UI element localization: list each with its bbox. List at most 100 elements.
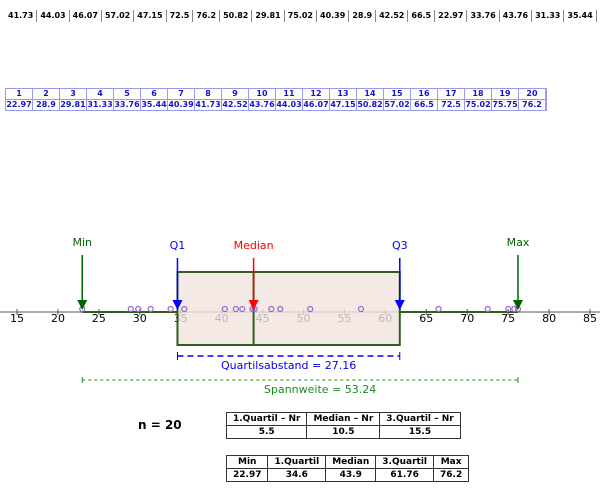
data-row: 22.97 34.6 43.9 61.76 76.2: [225, 468, 470, 482]
x-tick-label: 15: [10, 312, 24, 325]
sorted-cell: 11: [276, 89, 303, 99]
data-cell: 34.6: [267, 468, 327, 482]
header-row: Min 1.Quartil Median 3.Quartil Max: [225, 455, 470, 469]
data-point: [135, 305, 142, 313]
x-tick-label: 65: [419, 312, 433, 325]
iqr-label: Quartilsabstand = 27.16: [221, 359, 356, 372]
sorted-cell: 5: [114, 89, 141, 99]
sorted-cell: 76.2: [519, 99, 546, 110]
sorted-cell: 31.33: [87, 99, 114, 110]
raw-value: 42.52: [376, 10, 409, 22]
raw-value: 47.15: [134, 10, 167, 22]
data-cell: 22.97: [225, 468, 269, 482]
raw-value: 40.39: [317, 10, 350, 22]
sorted-cell: 44.03: [276, 99, 303, 110]
x-tick-label: 70: [460, 312, 474, 325]
data-cell: 76.2: [433, 468, 470, 482]
sorted-cell: 40.39: [168, 99, 195, 110]
arrow-head: [512, 300, 523, 310]
sorted-cell: 41.73: [195, 99, 222, 110]
sorted-row: 1 2 3 4 5 6 7 8 9 10 11 12 13 14 15 16 17 18 19 20: [6, 89, 546, 99]
raw-value: 35.44: [564, 10, 597, 22]
raw-value: 31.33: [532, 10, 565, 22]
data-cell: 15.5: [379, 425, 461, 439]
raw-value: 66.5: [408, 10, 436, 22]
sorted-cell: 72.5: [438, 99, 465, 110]
data-point: [505, 305, 512, 313]
x-tick-label: 30: [133, 312, 147, 325]
sorted-cell: 13: [330, 89, 357, 99]
summary-table: Min 1.Quartil Median 3.Quartil Max 22.97 34.6 4…: [225, 455, 470, 482]
arrow-label: Q1: [170, 239, 186, 252]
header-cell: 1.Quartil – Nr: [225, 412, 308, 426]
data-point: [268, 305, 275, 313]
raw-value: 76.2: [193, 10, 221, 22]
sorted-cell: 6: [141, 89, 168, 99]
data-point: [277, 305, 284, 313]
raw-value: 41.73: [5, 10, 38, 22]
raw-value: 44.03: [37, 10, 70, 22]
data-cell: 61.76: [375, 468, 435, 482]
sorted-cell: 33.76: [114, 99, 141, 110]
data-point: [511, 305, 518, 313]
header-cell: 3.Quartil – Nr: [379, 412, 461, 426]
arrow-head: [77, 300, 88, 310]
raw-value: 75.02: [285, 10, 317, 22]
data-point: [307, 305, 314, 313]
raw-value: 46.07: [70, 10, 102, 22]
header-cell: Median: [325, 455, 377, 469]
arrow-label: Min: [72, 236, 92, 249]
sorted-cell: 4: [87, 89, 114, 99]
box: [176, 271, 401, 346]
x-tick-label: 85: [583, 312, 597, 325]
x-tick-label: 25: [92, 312, 106, 325]
data-point: [181, 305, 188, 313]
sorted-cell: 7: [168, 89, 195, 99]
sorted-cell: 14: [357, 89, 384, 99]
data-row: 5.5 10.5 15.5: [225, 425, 461, 439]
arrow-label: Max: [507, 236, 530, 249]
data-point: [127, 305, 134, 313]
raw-value: 29.81: [252, 10, 285, 22]
sorted-cell: 3: [60, 89, 87, 99]
header-row: 1.Quartil – Nr Median – Nr 3.Quartil – Nr: [225, 412, 461, 426]
arrow-label: Q3: [392, 239, 408, 252]
sorted-cell: 42.52: [222, 99, 249, 110]
sorted-cell: 28.9: [33, 99, 60, 110]
sorted-table: 1 2 3 4 5 6 7 8 9 10 11 12 13 14 15 16 17 18 19 20 22.97 28.9…: [5, 88, 547, 111]
data-point: [239, 305, 246, 313]
arrow-head: [248, 300, 259, 310]
sorted-cell: 29.81: [60, 99, 87, 110]
raw-value: 50.82: [220, 10, 253, 22]
raw-data-row: 41.73 44.03 46.07 57.02 47.15 72.5 76.2 50.82 29…: [5, 10, 600, 22]
sorted-cell: 1: [6, 89, 33, 99]
data-point: [232, 305, 239, 313]
sorted-cell: 50.82: [357, 99, 384, 110]
sorted-cell: 43.76: [249, 99, 276, 110]
header-cell: 3.Quartil: [375, 455, 435, 469]
raw-value: 72.5: [167, 10, 194, 22]
arrow-label: Median: [234, 239, 274, 252]
sorted-row: 22.97 28.9 29.81 31.33 33.76 35.44 40.39 41.73 4…: [6, 99, 546, 110]
sorted-cell: 10: [249, 89, 276, 99]
n-label: n = 20: [138, 418, 182, 432]
header-cell: Min: [225, 455, 269, 469]
sorted-cell: 66.5: [411, 99, 438, 110]
data-point: [167, 305, 174, 313]
sorted-cell: 57.02: [384, 99, 411, 110]
sorted-cell: 12: [303, 89, 330, 99]
header-cell: Median – Nr: [306, 412, 381, 426]
data-point: [147, 305, 154, 313]
arrow-head: [172, 300, 183, 310]
sorted-cell: 20: [519, 89, 546, 99]
data-point: [484, 305, 491, 313]
header-cell: 1.Quartil: [267, 455, 327, 469]
sorted-cell: 47.15: [330, 99, 357, 110]
range-label: Spannweite = 53.24: [264, 383, 376, 396]
sorted-cell: 46.07: [303, 99, 330, 110]
x-tick-label: 20: [51, 312, 65, 325]
data-point: [357, 305, 365, 313]
data-cell: 10.5: [306, 425, 381, 439]
